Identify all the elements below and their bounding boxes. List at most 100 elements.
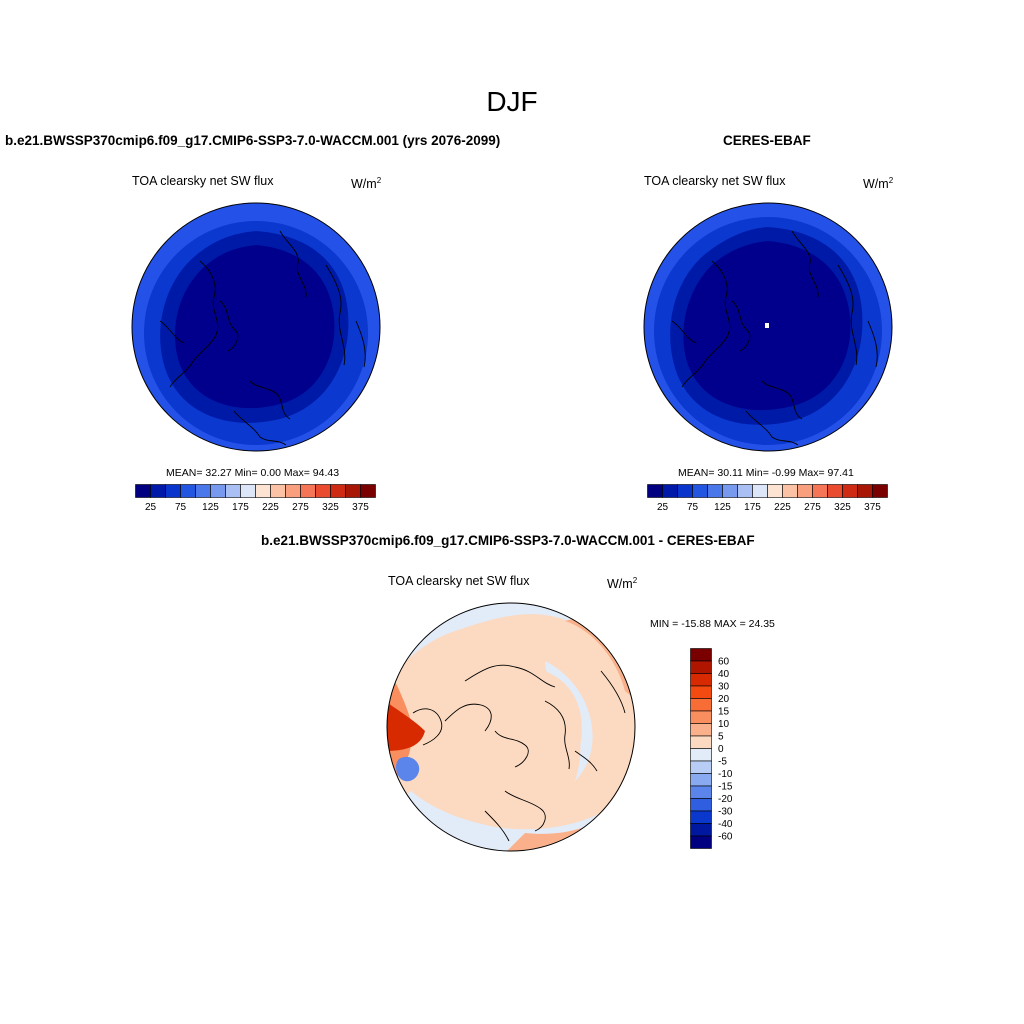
diff-colorbar-tick-label: -10 [718, 769, 733, 780]
obs-colorbar-swatch [872, 484, 888, 498]
diff-colorbar-tick-label: 15 [718, 707, 730, 718]
diff-minmax: MIN = -15.88 MAX = 24.35 [650, 618, 775, 630]
diff-colorbar-tick-label: -20 [718, 794, 733, 805]
model-colorbar-swatch [135, 484, 151, 498]
diff-colorbar-swatch [690, 748, 712, 762]
obs-colorbar-swatch [857, 484, 873, 498]
model-colorbar-swatch [195, 484, 211, 498]
diff-colorbar-swatch [690, 723, 712, 737]
diff-colorbar-tick-label: -15 [718, 782, 733, 793]
diff-colorbar-tick-label: -40 [718, 819, 733, 830]
model-colorbar-tick-label: 75 [175, 502, 187, 513]
model-colorbar-swatch [270, 484, 286, 498]
model-colorbar-tick-label: 275 [292, 502, 309, 513]
model-polar-map [131, 202, 381, 452]
model-colorbar-swatch [330, 484, 346, 498]
obs-colorbar-tick-label: 75 [687, 502, 699, 513]
obs-colorbar-tick-label: 125 [714, 502, 731, 513]
obs-colorbar-swatch [677, 484, 693, 498]
diff-map-border [386, 602, 636, 852]
diff-colorbar-tick-label: 20 [718, 694, 730, 705]
model-stats: MEAN= 32.27 Min= 0.00 Max= 94.43 [166, 467, 340, 479]
model-colorbar-swatch [165, 484, 181, 498]
diff-colorbar-tick-label: -60 [718, 832, 733, 843]
diff-colorbar-swatch [690, 685, 712, 699]
diff-colorbar-swatch [690, 785, 712, 799]
obs-colorbar-swatch [827, 484, 843, 498]
obs-colorbar-swatch [767, 484, 783, 498]
model-colorbar-swatch [285, 484, 301, 498]
obs-colorbar-tick-label: 325 [834, 502, 851, 513]
obs-colorbar: 25 75 125 175 225 275 325 375 [647, 484, 888, 513]
obs-colorbar-tick-label: 175 [744, 502, 761, 513]
obs-colorbar-tick-label: 25 [657, 502, 669, 513]
obs-stats: MEAN= 30.11 Min= -0.99 Max= 97.41 [678, 467, 854, 479]
model-colorbar-swatch [210, 484, 226, 498]
model-colorbar-tick-label: 325 [322, 502, 339, 513]
model-panel-title: b.e21.BWSSP370cmip6.f09_g17.CMIP6-SSP3-7… [5, 133, 501, 148]
obs-colorbar-swatch [782, 484, 798, 498]
obs-colorbar-swatch [752, 484, 768, 498]
diff-band-strong-red-west [387, 701, 425, 751]
diff-colorbar-swatch [690, 835, 712, 849]
diff-colorbar-tick-label: -5 [718, 757, 727, 768]
obs-colorbar-swatch [692, 484, 708, 498]
obs-colorbar-swatch [797, 484, 813, 498]
diff-colorbar-swatch [690, 760, 712, 774]
model-colorbar-swatch [255, 484, 271, 498]
obs-missing-data-pole [765, 323, 769, 328]
diff-band-arctic-center [432, 665, 582, 798]
model-colorbar-swatch [240, 484, 256, 498]
model-colorbar-tick-label: 225 [262, 502, 279, 513]
model-map-border [131, 202, 381, 452]
obs-colorbar-swatch [737, 484, 753, 498]
obs-field-label: TOA clearsky net SW flux [644, 174, 786, 188]
diff-field-label: TOA clearsky net SW flux [388, 574, 530, 588]
diff-colorbar-tick-label: 60 [718, 657, 730, 668]
diff-colorbar-tick-label: -30 [718, 807, 733, 818]
model-colorbar-swatch [345, 484, 361, 498]
model-colorbar-swatch [315, 484, 331, 498]
season-title: DJF [486, 86, 538, 117]
diff-colorbar-swatch [690, 810, 712, 824]
diff-band-blue-west [396, 756, 420, 782]
model-colorbar-swatch [360, 484, 376, 498]
model-colorbar-tick-label: 125 [202, 502, 219, 513]
model-coastlines [159, 230, 366, 446]
obs-panel-title: CERES-EBAF [723, 133, 811, 148]
diff-colorbar-swatch [690, 660, 712, 674]
obs-units-label: W/m2 [863, 176, 894, 192]
diff-colorbar-tick-label: 5 [718, 732, 724, 743]
obs-colorbar-swatch [662, 484, 678, 498]
diff-colorbar-swatch [690, 698, 712, 712]
obs-polar-map [643, 202, 893, 452]
model-colorbar-swatch [150, 484, 166, 498]
diff-colorbar-tick-label: 30 [718, 682, 730, 693]
obs-coastlines [671, 230, 878, 446]
diff-units-label: W/m2 [607, 576, 638, 592]
model-colorbar: 25 75 125 175 225 275 325 375 [135, 484, 376, 513]
model-colorbar-tick-label: 25 [145, 502, 157, 513]
obs-colorbar-tick-label: 275 [804, 502, 821, 513]
model-colorbar-swatch [300, 484, 316, 498]
diff-colorbar-swatch [690, 710, 712, 724]
model-colorbar-tick-label: 175 [232, 502, 249, 513]
diff-colorbar-tick-label: 0 [718, 744, 724, 755]
diff-colorbar-swatch [690, 773, 712, 787]
obs-colorbar-tick-label: 225 [774, 502, 791, 513]
diff-polar-map [386, 602, 636, 852]
diff-colorbar-swatch [690, 673, 712, 687]
diff-coastlines [412, 664, 626, 842]
diff-colorbar-swatch [690, 735, 712, 749]
model-colorbar-tick-label: 375 [352, 502, 369, 513]
obs-colorbar-swatch [812, 484, 828, 498]
obs-colorbar-swatch [842, 484, 858, 498]
obs-colorbar-swatch [707, 484, 723, 498]
obs-colorbar-swatch [722, 484, 738, 498]
diff-colorbar-tick-label: 40 [718, 669, 730, 680]
diff-band-light-blue-east [545, 661, 593, 781]
model-colorbar-swatch [180, 484, 196, 498]
obs-colorbar-swatch [647, 484, 663, 498]
obs-map-border [643, 202, 893, 452]
